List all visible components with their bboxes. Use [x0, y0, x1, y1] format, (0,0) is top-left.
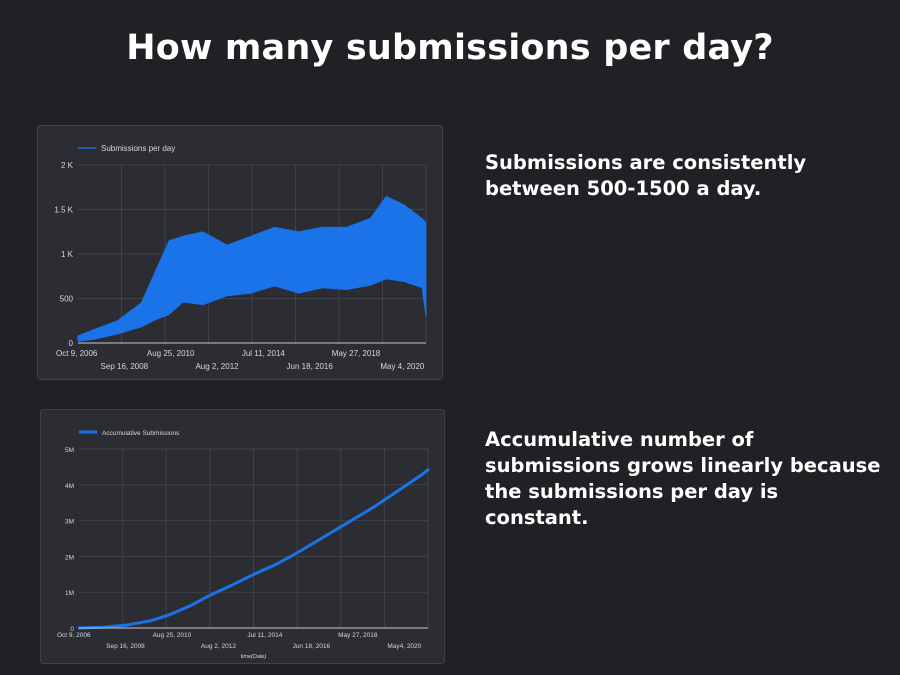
legend-label: Accumulative Submissions: [102, 430, 180, 437]
y-tick-label: 4M: [65, 483, 74, 490]
daily-submissions-note: Submissions are consistently between 500…: [485, 151, 807, 200]
daily-submissions-chart: 0 500 1 K 1.5 K 2 K Oct 9, 2006 Aug 25, 2010 Ju…: [54, 144, 427, 371]
x-tick-label: Aug 2, 2012: [195, 362, 239, 371]
y-tick-label: 2 K: [61, 161, 74, 170]
y-tick-label: 0: [69, 339, 74, 348]
x-tick-label: Jun 18, 2016: [287, 362, 334, 371]
daily-submissions-chart-card: 0 500 1 K 1.5 K 2 K Oct 9, 2006 Aug 25, 2010 Ju…: [37, 125, 443, 380]
y-tick-label: 5M: [65, 447, 74, 454]
x-tick-label: Aug 25, 2010: [147, 349, 195, 358]
cumulative-submissions-chart: 0 1M 2M 3M 4M 5M Oct 9, 2006 Aug 25, 2010 Jul 11…: [57, 430, 430, 660]
x-axis-title: time(Date): [241, 654, 267, 660]
x-tick-label: Jul 11, 2014: [242, 349, 286, 358]
x-tick-label: May 27, 2018: [332, 349, 381, 358]
slide-title: How many submissions per day?: [126, 28, 774, 68]
x-tick-label: May4, 2020: [387, 643, 421, 650]
legend: Accumulative Submissions: [79, 430, 180, 437]
x-tick-label: Sep 16, 2008: [106, 643, 145, 650]
y-tick-label: 3M: [65, 519, 74, 526]
x-tick-label: May 27, 2018: [338, 632, 378, 639]
y-tick-label: 1M: [65, 590, 74, 597]
y-tick-label: 0: [70, 626, 74, 633]
daily-submissions-series: [77, 195, 427, 342]
y-tick-label: 1 K: [61, 250, 74, 259]
x-tick-label: Sep 16, 2008: [101, 362, 149, 371]
y-tick-label: 2M: [65, 554, 74, 561]
y-tick-label: 500: [60, 295, 74, 304]
cumulative-submissions-note: Accumulative number of submissions grows…: [485, 428, 881, 529]
legend-label: Submissions per day: [101, 144, 175, 153]
x-tick-label: Oct 9, 2006: [56, 349, 98, 358]
cumulative-submissions-series: [77, 468, 430, 630]
gridlines: [79, 448, 429, 628]
x-tick-label: Jul 11, 2014: [247, 632, 282, 639]
x-tick-label: Aug 2, 2012: [201, 643, 236, 650]
x-tick-label: May 4, 2020: [380, 362, 425, 371]
x-tick-label: Oct 9, 2006: [57, 632, 91, 639]
legend: Submissions per day: [78, 144, 175, 153]
x-tick-label: Aug 25, 2010: [153, 632, 192, 639]
y-tick-label: 1.5 K: [54, 206, 73, 215]
cumulative-submissions-chart-card: 0 1M 2M 3M 4M 5M Oct 9, 2006 Aug 25, 2010 Jul 11…: [40, 409, 445, 664]
x-tick-label: Jun 18, 2016: [293, 643, 331, 650]
